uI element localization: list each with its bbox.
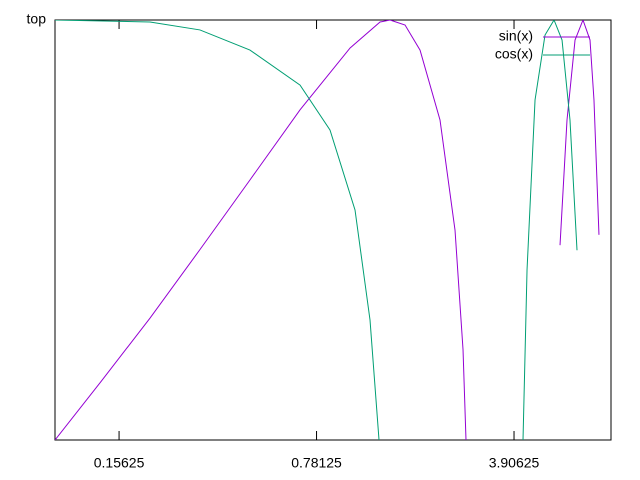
y-tick-label: top: [27, 11, 47, 27]
plot-area: [55, 20, 600, 440]
series-line: [55, 20, 600, 440]
x-tick-label: 3.90625: [489, 455, 540, 471]
x-tick-label: 0.78125: [291, 455, 342, 471]
x-tick-label: 0.15625: [94, 455, 145, 471]
series-line: [55, 20, 578, 440]
legend-label: sin(x): [499, 28, 533, 44]
legend-label: cos(x): [495, 46, 533, 62]
plot-border: [54, 19, 612, 441]
